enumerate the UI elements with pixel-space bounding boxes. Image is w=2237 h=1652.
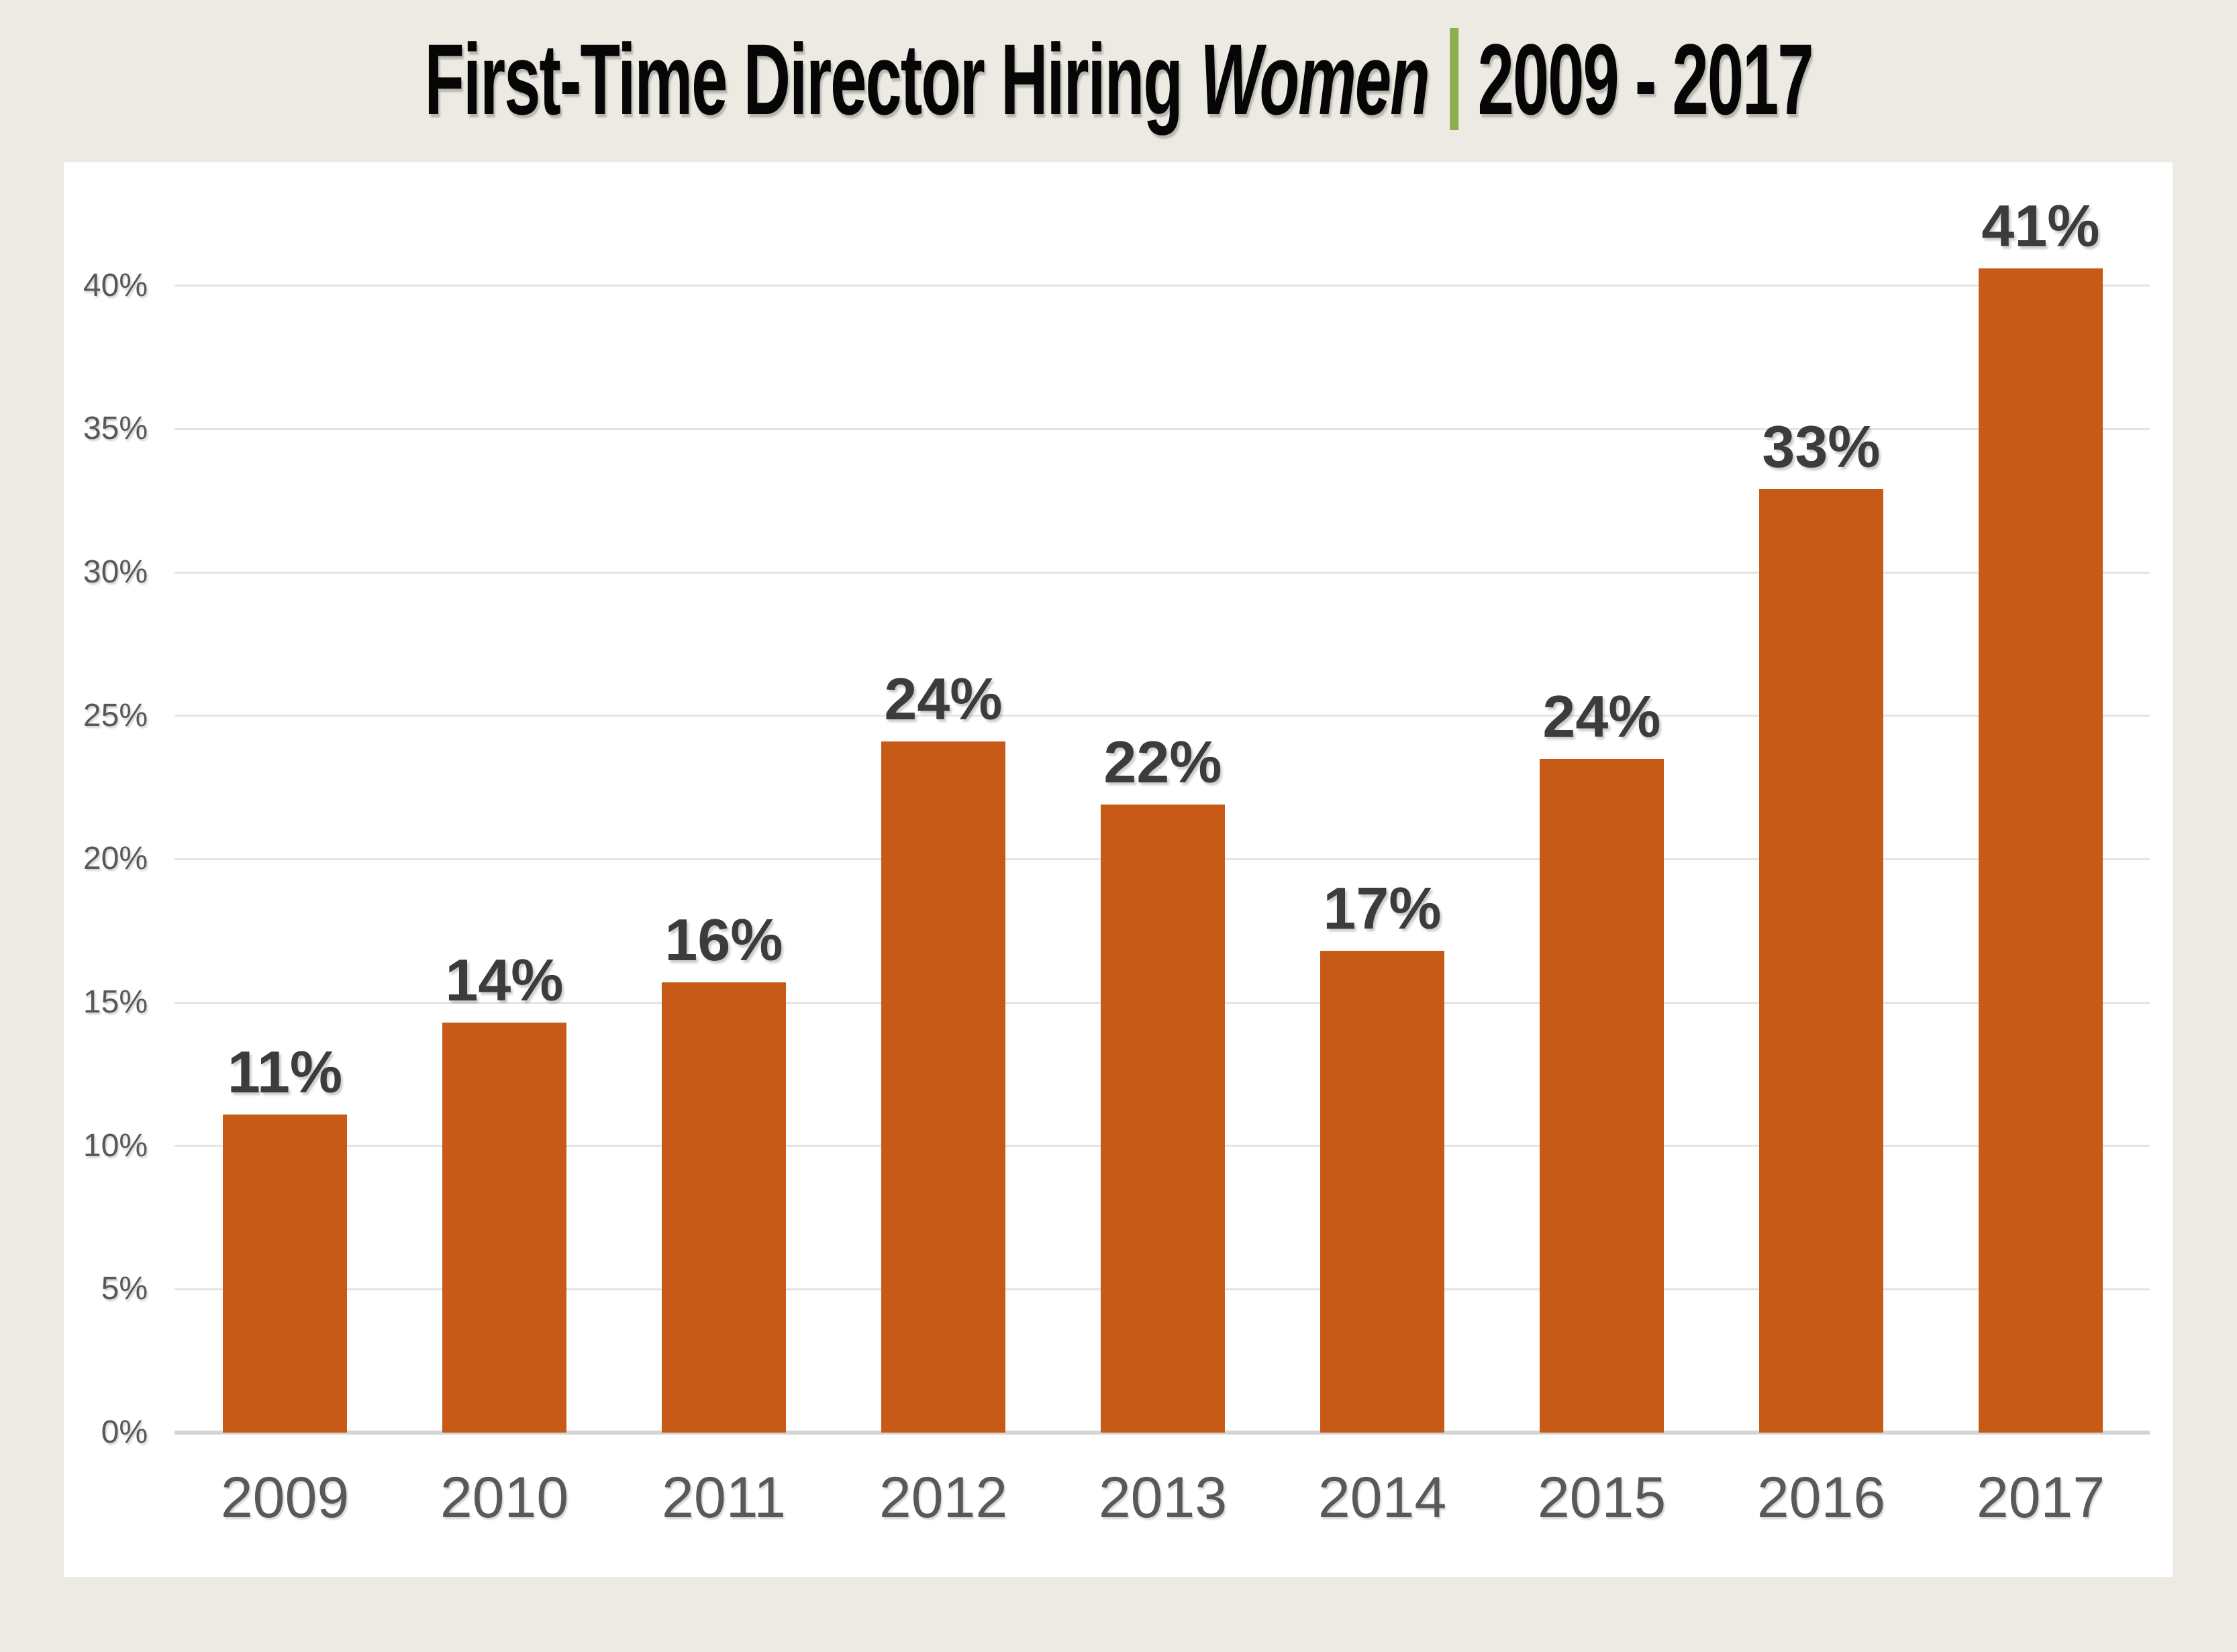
y-axis-tick-label: 5% — [101, 1271, 148, 1307]
bar-2011 — [662, 982, 786, 1433]
bar-value-label: 11% — [227, 1038, 343, 1105]
bar-2009 — [223, 1114, 347, 1433]
gridline — [175, 427, 2150, 430]
bar-value-label: 16% — [664, 907, 783, 974]
x-axis-tick-label: 2013 — [1098, 1465, 1228, 1530]
bar-value-label: 24% — [884, 666, 1003, 733]
chart-panel: 11% 2009 14% 2010 16% 2011 24% 2012 22% 2013 17% 20… — [64, 162, 2173, 1577]
y-axis-tick-label: 40% — [83, 267, 148, 303]
y-axis-tick-label: 0% — [101, 1414, 148, 1450]
y-axis-tick-label: 25% — [83, 697, 148, 733]
bar-2016 — [1759, 489, 1883, 1433]
page-title: First-Time Director Hiring Women 2009 - … — [391, 12, 1845, 146]
gridline — [175, 285, 2150, 287]
x-axis-tick-label: 2017 — [1976, 1465, 2105, 1530]
plot-area: 11% 2009 14% 2010 16% 2011 24% 2012 22% 2013 17% 20… — [175, 162, 2150, 1529]
bar-2014 — [1320, 951, 1444, 1433]
bar-2017 — [1979, 268, 2103, 1433]
x-axis-line — [175, 1431, 2150, 1435]
y-axis-tick-label: 15% — [83, 984, 148, 1021]
y-axis-tick-label: 30% — [83, 554, 148, 590]
bar-value-label: 41% — [1981, 193, 2100, 260]
bar-2012 — [881, 741, 1005, 1433]
bar-2013 — [1101, 805, 1225, 1433]
x-axis-tick-label: 2015 — [1537, 1465, 1667, 1530]
title-emphasis: Women — [1200, 23, 1430, 136]
bar-2010 — [442, 1022, 566, 1433]
bar-value-label: 22% — [1103, 729, 1222, 796]
gridline — [175, 715, 2150, 717]
x-axis-tick-label: 2012 — [879, 1465, 1008, 1530]
y-axis-tick-label: 20% — [83, 841, 148, 877]
x-axis-tick-label: 2014 — [1318, 1465, 1447, 1530]
bar-value-label: 17% — [1323, 875, 1442, 942]
x-axis-tick-label: 2010 — [440, 1465, 569, 1530]
bar-2015 — [1540, 758, 1664, 1433]
bar-value-label: 33% — [1762, 413, 1881, 480]
title-main: First-Time Director Hiring — [424, 23, 1183, 136]
x-axis-tick-label: 2011 — [662, 1465, 786, 1530]
y-axis-tick-label: 35% — [83, 411, 148, 447]
title-year-range: 2009 - 2017 — [1477, 23, 1814, 136]
x-axis-tick-label: 2016 — [1756, 1465, 1886, 1530]
bar-value-label: 24% — [1542, 683, 1661, 750]
y-axis-tick-label: 10% — [83, 1127, 148, 1164]
title-separator-bar — [1449, 28, 1458, 130]
bar-value-label: 14% — [445, 947, 564, 1014]
gridline — [175, 571, 2150, 574]
x-axis-tick-label: 2009 — [220, 1465, 350, 1530]
